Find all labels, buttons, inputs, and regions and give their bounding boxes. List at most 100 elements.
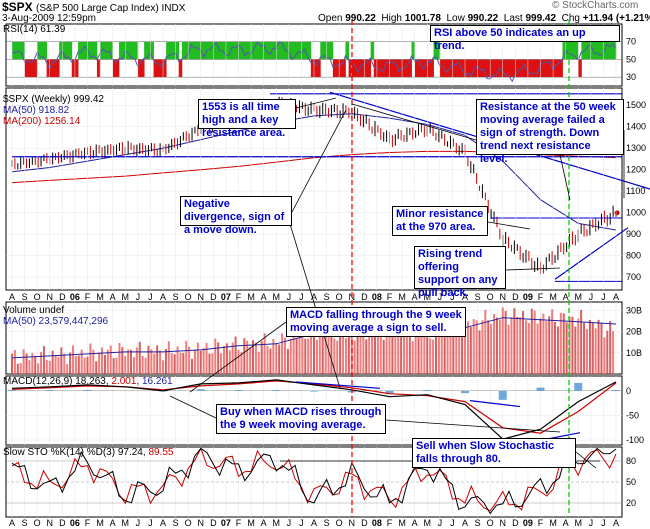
volume-bar	[368, 327, 371, 374]
x-tick-label: D	[361, 292, 368, 302]
volume-bar	[551, 309, 554, 374]
volume-bar	[89, 343, 92, 374]
volume-bar	[83, 357, 86, 374]
rsi-bullish-zone	[225, 41, 230, 60]
volume-bar	[220, 353, 223, 374]
rsi-bearish-zone	[499, 59, 504, 78]
annotation-rising-trend: Rising trend offering support on any pul…	[414, 246, 506, 299]
rsi-bullish-zone	[606, 41, 611, 60]
rsi-bearish-zone	[465, 59, 469, 78]
rsi-bearish-zone	[178, 59, 183, 78]
header-date: 3-Aug-2009 12:59pm	[2, 13, 96, 24]
rsi-bearish-zone	[430, 59, 434, 78]
x-tick-label-bottom: A	[110, 518, 116, 528]
volume-bar	[37, 363, 40, 374]
rsi-bullish-zone	[257, 41, 261, 60]
volume-bar	[208, 353, 211, 374]
rsi-bearish-zone	[493, 59, 497, 78]
x-tick-label-bottom: J	[589, 518, 594, 528]
x-tick-label-bottom: S	[324, 518, 330, 528]
volume-bar	[249, 347, 252, 374]
volume-y-tick: 10B	[626, 348, 642, 358]
rsi-bullish-zone	[207, 41, 211, 60]
x-tick-label: J	[136, 292, 141, 302]
x-tick-label: M	[122, 292, 130, 302]
rsi-bearish-zone	[458, 59, 463, 78]
rsi-bearish-zone	[24, 59, 29, 78]
rsi-bearish-zone	[392, 59, 397, 78]
rsi-bearish-zone	[487, 59, 491, 78]
volume-bar	[565, 322, 568, 374]
rsi-bullish-zone	[571, 41, 576, 60]
volume-bar	[469, 327, 472, 374]
price-y-tick: 1100	[626, 186, 645, 196]
rsi-bullish-zone	[597, 41, 601, 60]
volume-bar	[356, 331, 359, 374]
symbol-title: $SPX (S&P 500 Large Cap Index) INDX	[2, 0, 186, 14]
volume-bar	[292, 329, 295, 374]
rsi-bullish-zone	[106, 41, 110, 60]
volume-bar	[182, 352, 185, 374]
volume-bar	[464, 320, 466, 374]
volume-bar	[40, 351, 43, 374]
rsi-bullish-zone	[134, 41, 139, 60]
pointer-macd-buy	[169, 395, 217, 419]
volume-y-tick: 30B	[626, 305, 642, 315]
rsi-bearish-zone	[531, 59, 535, 78]
volume-bar	[217, 342, 220, 374]
x-tick-label-bottom: A	[160, 518, 166, 528]
rsi-bullish-zone	[279, 41, 283, 60]
volume-bar	[472, 319, 475, 374]
rsi-bearish-zone	[336, 59, 340, 78]
rsi-bearish-zone	[30, 59, 35, 78]
rsi-bearish-zone	[163, 59, 167, 78]
volume-bar	[295, 338, 298, 374]
stochastic-y-tick: 50	[626, 477, 636, 487]
rsi-y-tick: 50	[626, 54, 636, 64]
volume-bar	[353, 340, 356, 374]
volume-bar	[310, 323, 313, 374]
volume-bar	[609, 321, 612, 374]
x-tick-label: J	[601, 292, 606, 302]
rsi-bullish-zone	[21, 41, 25, 60]
stochastic-k-line	[11, 447, 617, 515]
volume-bar	[16, 363, 19, 374]
volume-bar	[411, 341, 414, 374]
volume-bar	[336, 340, 339, 374]
x-tick-label: M	[424, 292, 432, 302]
rsi-bullish-zone	[436, 41, 441, 60]
volume-bar	[417, 327, 420, 374]
rsi-bearish-zone	[314, 59, 318, 78]
volume-bar	[115, 357, 118, 374]
macd-y-tick: -50	[626, 410, 639, 420]
rsi-bullish-zone	[169, 41, 173, 60]
volume-bar	[414, 334, 417, 374]
x-tick-label-bottom: J	[438, 518, 443, 528]
rsi-bearish-zone	[578, 59, 582, 78]
x-tick-label: D	[210, 292, 217, 302]
volume-bar	[434, 324, 437, 374]
volume-bar	[501, 307, 504, 374]
macd-histogram-bar	[423, 389, 432, 391]
rsi-bearish-zone	[468, 59, 472, 78]
rsi-bearish-zone	[52, 59, 57, 78]
x-tick-label: M	[247, 292, 255, 302]
volume-bar	[458, 330, 461, 374]
volume-bar	[429, 338, 432, 374]
rsi-bearish-zone	[439, 59, 444, 78]
volume-bar	[57, 356, 60, 374]
rsi-bullish-zone	[295, 41, 299, 60]
volume-bar	[106, 349, 109, 374]
volume-bar	[185, 340, 188, 374]
volume-bar	[254, 342, 257, 374]
volume-bar	[362, 336, 365, 374]
volume-bar	[321, 328, 324, 374]
volume-bar	[176, 346, 179, 374]
volume-bar	[225, 343, 228, 374]
rsi-bullish-zone	[15, 41, 19, 60]
rsi-bearish-zone	[471, 59, 475, 78]
rsi-bearish-zone	[342, 59, 346, 78]
rsi-bullish-zone	[128, 41, 132, 60]
price-y-tick: 1400	[626, 122, 646, 132]
